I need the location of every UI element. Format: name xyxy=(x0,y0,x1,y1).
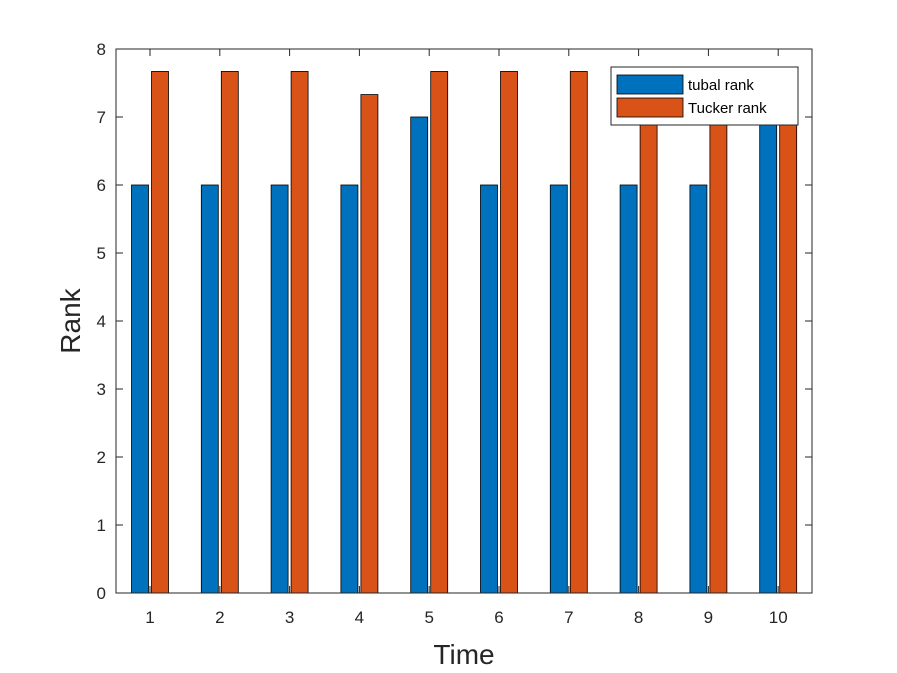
y-tick-label: 8 xyxy=(97,40,106,59)
y-tick-label: 4 xyxy=(97,312,106,331)
bar-tubal-rank-4 xyxy=(340,184,359,594)
x-tick-label: 10 xyxy=(769,608,788,627)
legend-label: tubal rank xyxy=(688,77,754,94)
bar-tucker-rank-4 xyxy=(360,94,379,594)
x-tick-label: 8 xyxy=(634,608,643,627)
x-tick-label: 5 xyxy=(424,608,433,627)
bar-tucker-rank-3 xyxy=(290,71,309,594)
bar-tubal-rank-5 xyxy=(410,116,429,594)
bar-tubal-rank-8 xyxy=(619,184,638,594)
bar-tucker-rank-2 xyxy=(220,71,239,594)
bar-tubal-rank-10 xyxy=(759,116,778,594)
legend-swatch-tucker-rank xyxy=(616,97,684,118)
bar-tucker-rank-7 xyxy=(569,71,588,594)
x-tick-label: 6 xyxy=(494,608,503,627)
bar-tucker-rank-10 xyxy=(779,94,798,594)
y-tick-label: 6 xyxy=(97,176,106,195)
legend-swatch-tubal-rank xyxy=(616,74,684,95)
x-tick-label: 2 xyxy=(215,608,224,627)
bar-tubal-rank-7 xyxy=(549,184,568,594)
bar-tucker-rank-1 xyxy=(151,71,169,594)
x-tick-label: 4 xyxy=(355,608,364,627)
y-tick-label: 7 xyxy=(97,108,106,127)
x-axis-title: Time xyxy=(433,639,494,670)
legend-label: Tucker rank xyxy=(688,100,767,117)
bar-tucker-rank-6 xyxy=(500,71,518,594)
x-tick-label: 3 xyxy=(285,608,294,627)
bar-tucker-rank-9 xyxy=(709,94,728,594)
bar-tubal-rank-3 xyxy=(270,184,289,594)
bars-group xyxy=(131,71,798,594)
y-tick-label: 2 xyxy=(97,448,106,467)
x-tick-label: 1 xyxy=(145,608,154,627)
bar-tucker-rank-8 xyxy=(639,94,658,594)
plot-area xyxy=(116,49,812,593)
legend: tubal rank Tucker rank xyxy=(610,66,799,126)
y-tick-label: 3 xyxy=(97,380,106,399)
axes-group: 1 2 3 4 5 6 7 8 9 10 0 1 2 3 4 5 6 7 8 xyxy=(97,40,812,627)
y-tick-label: 0 xyxy=(97,584,106,603)
bar-tubal-rank-6 xyxy=(480,184,498,594)
y-tick-label: 1 xyxy=(97,516,106,535)
bar-tubal-rank-1 xyxy=(131,184,149,594)
bar-tubal-rank-9 xyxy=(689,184,708,594)
bar-tucker-rank-5 xyxy=(430,71,449,594)
x-tick-label: 9 xyxy=(704,608,713,627)
y-tick-label: 5 xyxy=(97,244,106,263)
x-tick-label: 7 xyxy=(564,608,573,627)
y-axis-title: Rank xyxy=(55,287,86,353)
plot-frame xyxy=(115,48,813,594)
bar-tubal-rank-2 xyxy=(200,184,219,594)
